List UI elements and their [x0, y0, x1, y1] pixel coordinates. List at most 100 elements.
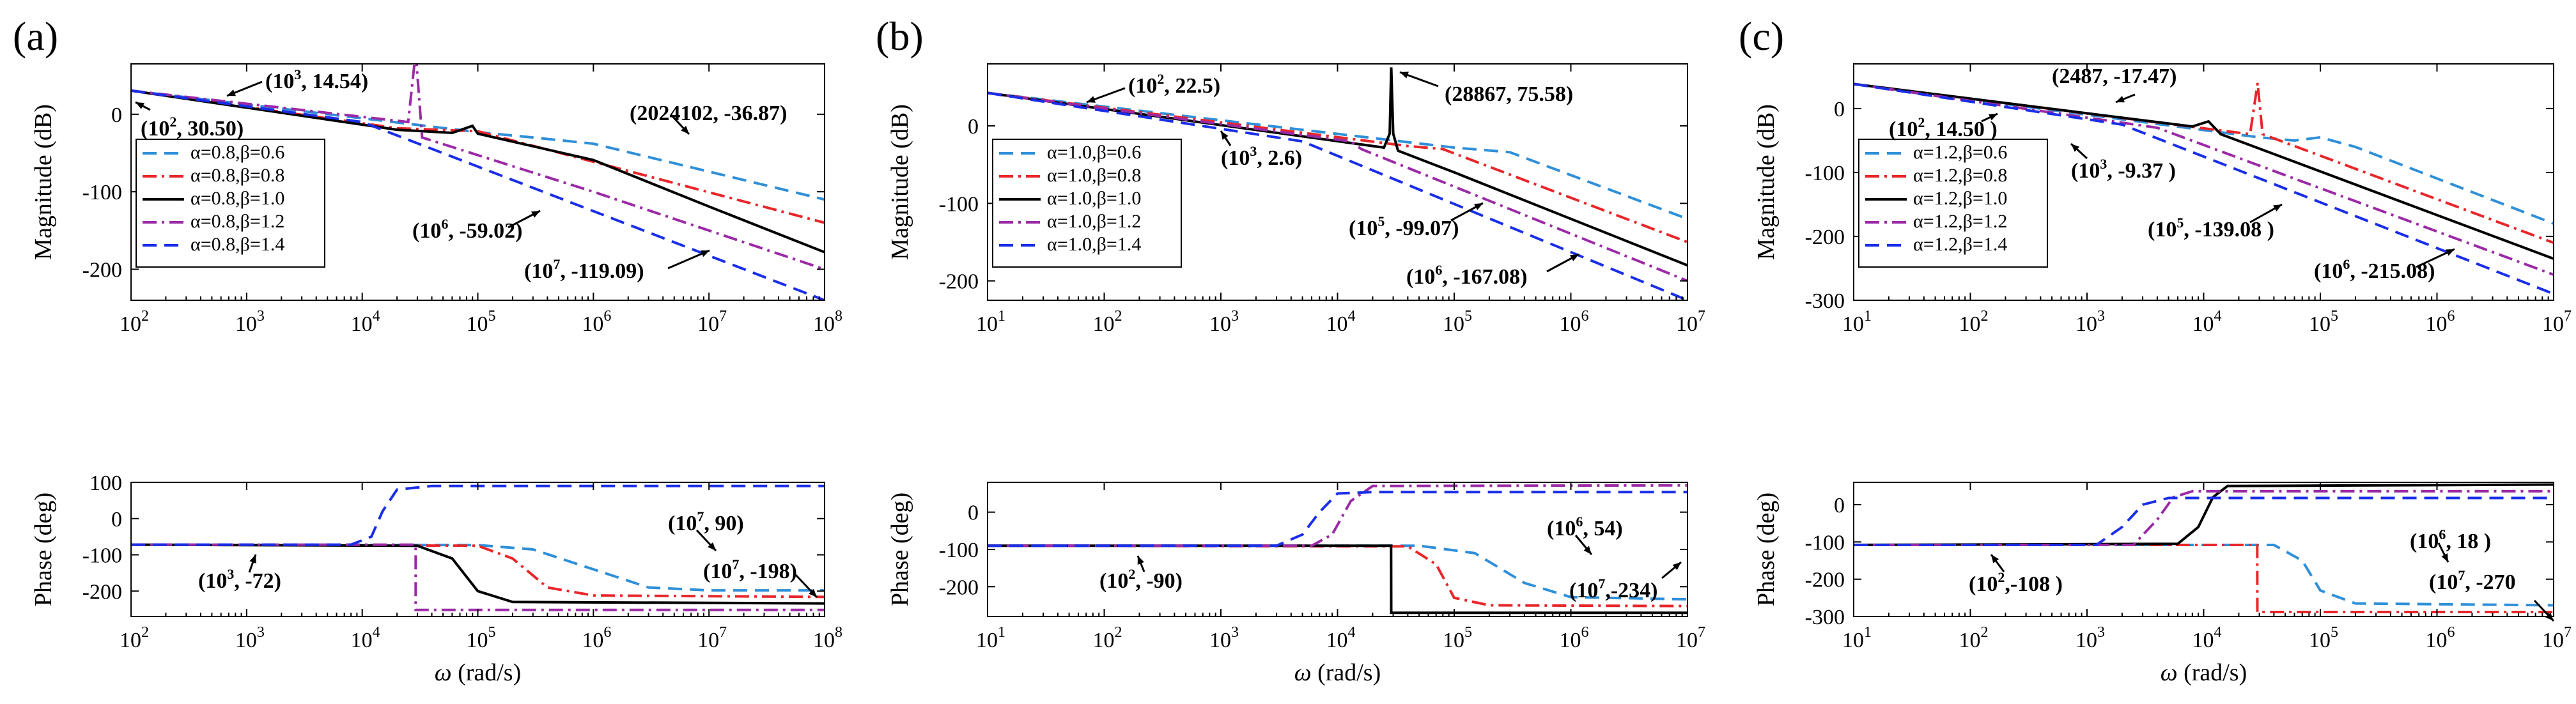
annotation-arrowhead — [1221, 131, 1229, 140]
annotation-text: (107,-234) — [1569, 576, 1657, 602]
series-line — [1854, 496, 2554, 546]
annotation-text: (28867, 75.58) — [1445, 82, 1573, 106]
series-line — [131, 64, 825, 271]
series-line — [1854, 82, 2554, 225]
annotation: (102, -90) — [1099, 555, 1183, 593]
y-tick-label: -200 — [939, 270, 979, 294]
legend-entry: α=1.0,β=1.0 — [1047, 188, 1141, 209]
annotation-arrowhead — [2441, 553, 2448, 562]
legend-entry: α=1.2,β=1.2 — [1913, 211, 2007, 232]
annotation-arrowhead — [1672, 562, 1681, 570]
annotation-arrowhead — [136, 102, 144, 109]
x-tick-label: 106 — [2426, 624, 2455, 652]
annotation-text: (103, 2.6) — [1221, 143, 1302, 170]
annotation: (103, -72) — [198, 554, 281, 593]
x-tick-label: 108 — [813, 308, 842, 336]
series-line — [131, 543, 825, 605]
legend-entry: α=0.8,β=1.4 — [190, 234, 284, 255]
x-tick-label: 104 — [351, 624, 380, 652]
x-tick-label: 105 — [2309, 308, 2338, 336]
legend: α=1.2,β=0.6α=1.2,β=0.8α=1.2,β=1.0α=1.2,β… — [1858, 139, 2048, 268]
series-line — [988, 91, 1688, 220]
x-tick-label: 102 — [120, 308, 149, 336]
x-tick-label: 105 — [1443, 308, 1472, 336]
annotation: (106, -215.08) — [2314, 248, 2455, 283]
y-tick-label: -200 — [82, 258, 122, 282]
y-tick-label: 0 — [968, 115, 979, 139]
annotation: (28867, 75.58) — [1399, 71, 1573, 106]
annotation: (103, 14.54) — [226, 66, 368, 97]
legend-entry: α=0.8,β=0.8 — [190, 165, 284, 186]
x-tick-label: 102 — [1093, 624, 1122, 652]
annotation-arrowhead — [2116, 96, 2125, 103]
annotation-arrowhead — [708, 542, 716, 551]
annotation: (106, -59.02) — [412, 210, 541, 243]
x-tick-label: 105 — [1443, 624, 1472, 652]
annotation: (102,-108 ) — [1969, 554, 2063, 596]
x-tick-label: 104 — [2192, 624, 2222, 652]
panel-1: (b) 101 102 103 104 105 106 107 0 -100 -200 Magnitu… — [876, 13, 1705, 686]
series-line — [988, 91, 1688, 243]
annotation-text: (107, 90) — [668, 509, 744, 535]
series-group — [131, 484, 825, 611]
x-tick-label: 104 — [351, 308, 380, 336]
x-tick-label: 104 — [1326, 624, 1356, 652]
x-tick-label: 104 — [2192, 308, 2222, 336]
annotation-text: (102, 14.50 ) — [1889, 114, 1998, 141]
y-axis-label: Magnitude (dB) — [1753, 104, 1780, 260]
annotation-text: (106, -59.02) — [412, 216, 522, 243]
y-tick-label: 0 — [111, 508, 122, 532]
annotation-arrowhead — [1989, 114, 1998, 121]
panel-2: (c) 101 102 103 104 105 106 107 0 -100 -200 -300 Mag… — [1739, 13, 2572, 686]
series-line — [131, 89, 825, 254]
series-line — [988, 91, 1688, 300]
annotation: (107,-234) — [1569, 561, 1682, 602]
x-tick-label: 102 — [1959, 308, 1989, 336]
annotation-arrowhead — [2273, 204, 2282, 212]
legend-entry: α=0.8,β=1.0 — [190, 188, 284, 209]
y-tick-label: -100 — [82, 181, 122, 204]
y-axis-label: Phase (deg) — [887, 493, 913, 606]
series-line — [131, 484, 825, 546]
y-tick-label: -200 — [1805, 569, 1845, 592]
annotation-text: (107, -119.09) — [524, 256, 644, 283]
x-tick-label: 105 — [467, 308, 496, 336]
y-tick-label: -200 — [939, 576, 979, 599]
x-tick-label: 107 — [1676, 624, 1705, 652]
annotation-arrowhead — [809, 588, 817, 597]
x-tick-label: 102 — [1959, 624, 1989, 652]
phase-subplot: 101 102 103 104 105 106 107 0 -100 -200 -300 Phase … — [1753, 482, 2572, 686]
y-axis-label: Magnitude (dB) — [30, 104, 57, 260]
annotation-arrowhead — [1991, 555, 1999, 563]
y-tick-label: 0 — [968, 501, 979, 525]
annotation-text: (107, -198) — [703, 556, 797, 583]
annotation-arrowhead — [1583, 546, 1592, 555]
x-tick-label: 101 — [976, 624, 1005, 652]
x-tick-label: 103 — [1209, 308, 1239, 336]
annotation-arrowhead — [1137, 556, 1144, 565]
series-line — [988, 491, 1688, 547]
panel-label: (b) — [876, 13, 924, 59]
x-tick-label: 103 — [235, 624, 265, 652]
legend-entry: α=1.2,β=1.4 — [1913, 234, 2007, 255]
x-tick-label: 104 — [1326, 308, 1356, 336]
annotation: (106, 18 ) — [2410, 526, 2491, 563]
legend-entry: α=1.0,β=1.2 — [1047, 211, 1141, 232]
x-tick-label: 106 — [1560, 624, 1589, 652]
y-tick-label: -100 — [82, 544, 122, 568]
annotation-arrowhead — [531, 211, 540, 218]
series-line — [1854, 82, 2554, 244]
annotation-text: (106, -167.08) — [1406, 262, 1527, 289]
annotation: (107, -119.09) — [524, 249, 710, 283]
series-line — [1854, 82, 2554, 276]
x-tick-label: 106 — [2426, 308, 2455, 336]
series-line — [131, 89, 825, 300]
annotation-arrowhead — [1474, 203, 1483, 210]
annotation: (106, 54) — [1547, 514, 1623, 555]
x-axis-label: ω (rad/s) — [2161, 659, 2247, 686]
annotation-text: (2024102, -36.87) — [630, 102, 787, 125]
annotation: (105, -99.07) — [1349, 202, 1484, 240]
x-tick-label: 106 — [582, 624, 611, 652]
x-tick-label: 105 — [2309, 624, 2338, 652]
